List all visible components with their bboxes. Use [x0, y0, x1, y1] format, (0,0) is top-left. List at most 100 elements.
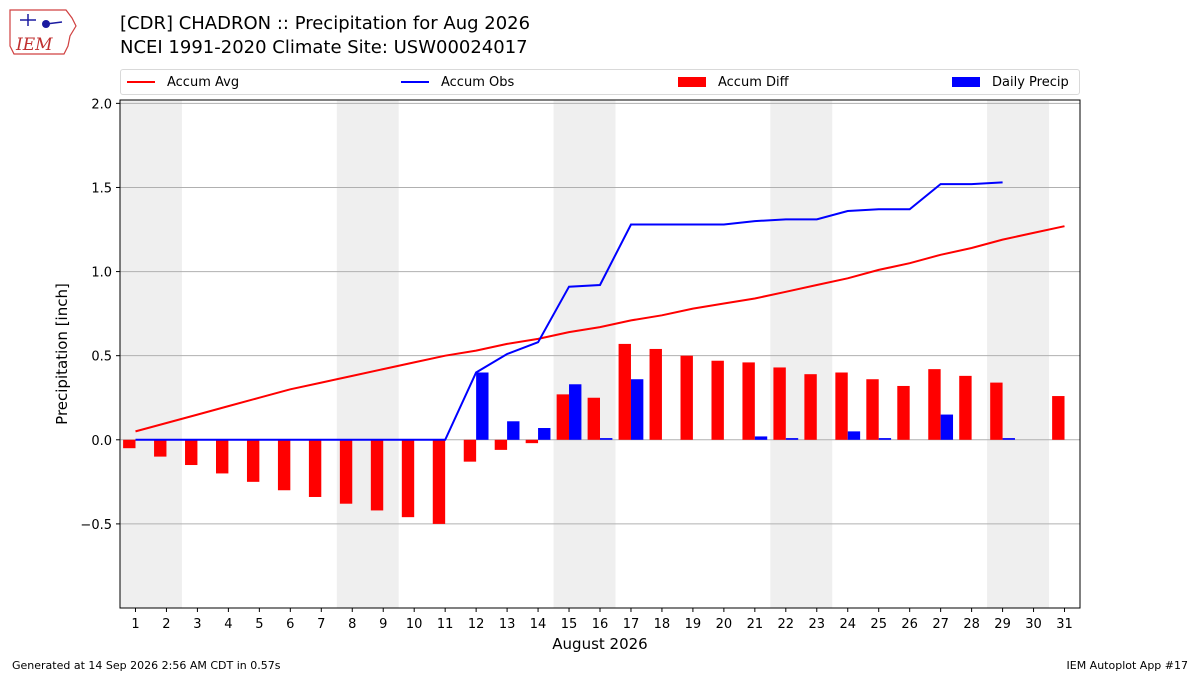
- x-tick-label: 20: [716, 617, 733, 632]
- legend-label: Accum Avg: [167, 74, 240, 90]
- accum-diff-bar: [742, 362, 755, 440]
- accum-diff-bar: [463, 439, 477, 462]
- daily-precip-bar: [754, 436, 768, 440]
- x-tick-label: 21: [747, 617, 764, 632]
- accum-diff-bar: [990, 382, 1003, 440]
- x-tick-label: 11: [437, 617, 454, 632]
- y-axis-label: Precipitation [inch]: [53, 283, 71, 425]
- accum-diff-bar: [773, 367, 786, 440]
- x-axis-ticks: 1 2 3 4 5 6 7 8 9 10 11 12 13 14 15 16 17 18 19 20 21 22 23 24 2…: [131, 608, 1073, 632]
- x-tick-label: 6: [286, 617, 294, 632]
- accum-diff-bar: [494, 439, 508, 450]
- accum-diff-bar: [587, 397, 600, 440]
- accum-diff-bar: [339, 439, 353, 504]
- x-tick-label: 8: [348, 617, 356, 632]
- accum-diff-bar: [711, 360, 724, 440]
- accum-lines: [135, 181, 1065, 441]
- accum-avg-line: [135, 225, 1065, 433]
- legend-swatch: [127, 81, 155, 83]
- accum-diff-bar: [401, 439, 415, 518]
- daily-precip-bar: [507, 421, 520, 440]
- x-tick-label: 15: [561, 617, 578, 632]
- bars: [123, 343, 1065, 524]
- y-axis-ticks: −0.5 0.0 0.5 1.0 1.5 2.0: [80, 97, 120, 533]
- legend-label: Daily Precip: [992, 74, 1069, 90]
- accum-diff-bar: [432, 439, 446, 524]
- daily-precip-bar: [569, 384, 582, 440]
- accum-diff-bar: [556, 394, 570, 440]
- x-tick-label: 22: [778, 617, 795, 632]
- x-tick-label: 19: [685, 617, 702, 632]
- x-tick-label: 4: [224, 617, 232, 632]
- legend-label: Accum Diff: [718, 74, 789, 90]
- accum-diff-bar: [618, 343, 631, 440]
- accum-diff-bar: [308, 439, 322, 497]
- legend-label: Accum Obs: [441, 74, 515, 90]
- y-tick-label: 0.5: [91, 350, 112, 365]
- accum-diff-bar: [897, 385, 910, 440]
- daily-precip-bar: [1002, 438, 1015, 440]
- chart-title: [CDR] CHADRON :: Precipitation for Aug 2…: [120, 13, 531, 34]
- y-tick-label: 2.0: [91, 97, 112, 112]
- accum-diff-bar: [154, 439, 167, 457]
- legend-item-daily-precip: Daily Precip: [952, 70, 1069, 94]
- x-tick-label: 2: [162, 617, 170, 632]
- accum-diff-bar: [959, 375, 972, 440]
- accum-diff-bar: [649, 348, 662, 440]
- weekend-bands: [120, 100, 1050, 608]
- weekend-band: [120, 100, 182, 608]
- x-tick-label: 10: [406, 617, 423, 632]
- weekend-band: [770, 100, 833, 608]
- daily-precip-bar: [600, 438, 613, 440]
- legend: Accum Avg Accum Obs Accum Diff Daily Pre…: [120, 69, 1080, 95]
- iem-logo: IEM: [9, 9, 77, 55]
- y-tick-label: 0.0: [91, 434, 112, 449]
- daily-precip-bar: [630, 379, 644, 440]
- accum-diff-bar: [680, 355, 693, 440]
- weekend-band: [336, 100, 399, 608]
- generated-timestamp: Generated at 14 Sep 2026 2:56 AM CDT in …: [12, 659, 281, 672]
- daily-precip-bar: [476, 372, 489, 440]
- daily-precip-bar: [878, 438, 892, 440]
- weekend-band: [553, 100, 616, 608]
- iowa-outline-icon: [9, 9, 77, 55]
- x-tick-label: 31: [1056, 617, 1073, 632]
- chart-subtitle: NCEI 1991-2020 Climate Site: USW00024017: [120, 37, 528, 58]
- x-tick-label: 24: [839, 617, 856, 632]
- accum-diff-bar: [123, 439, 136, 449]
- x-tick-label: 13: [499, 617, 516, 632]
- daily-precip-bar: [785, 438, 799, 440]
- weekend-band: [987, 100, 1050, 608]
- x-tick-label: 26: [901, 617, 918, 632]
- accum-diff-bar: [804, 374, 817, 440]
- legend-swatch: [952, 77, 980, 87]
- legend-item-accum-avg: Accum Avg: [127, 70, 239, 94]
- x-tick-label: 18: [654, 617, 671, 632]
- y-tick-label: −0.5: [80, 518, 112, 533]
- accum-diff-bar: [185, 439, 198, 466]
- logo-text: IEM: [15, 35, 53, 55]
- x-tick-label: 5: [255, 617, 263, 632]
- accum-diff-bar: [835, 372, 848, 440]
- legend-swatch: [678, 77, 706, 87]
- x-tick-label: 25: [870, 617, 887, 632]
- x-tick-label: 9: [379, 617, 387, 632]
- daily-precip-bar: [940, 414, 954, 440]
- accum-diff-bar: [866, 379, 879, 440]
- daily-precip-bar: [538, 428, 551, 440]
- accum-diff-bar: [216, 439, 229, 474]
- x-tick-label: 28: [963, 617, 980, 632]
- x-tick-label: 7: [317, 617, 325, 632]
- y-tick-label: 1.5: [91, 181, 112, 196]
- x-tick-label: 14: [530, 617, 547, 632]
- app-credit: IEM Autoplot App #17: [1066, 659, 1189, 672]
- accum-diff-bar: [370, 439, 384, 511]
- legend-item-accum-diff: Accum Diff: [678, 70, 789, 94]
- daily-precip-bar: [847, 431, 861, 440]
- x-tick-label: 3: [193, 617, 201, 632]
- x-tick-label: 16: [592, 617, 609, 632]
- x-tick-label: 27: [932, 617, 949, 632]
- x-tick-label: 12: [468, 617, 485, 632]
- accum-diff-bar: [928, 369, 941, 440]
